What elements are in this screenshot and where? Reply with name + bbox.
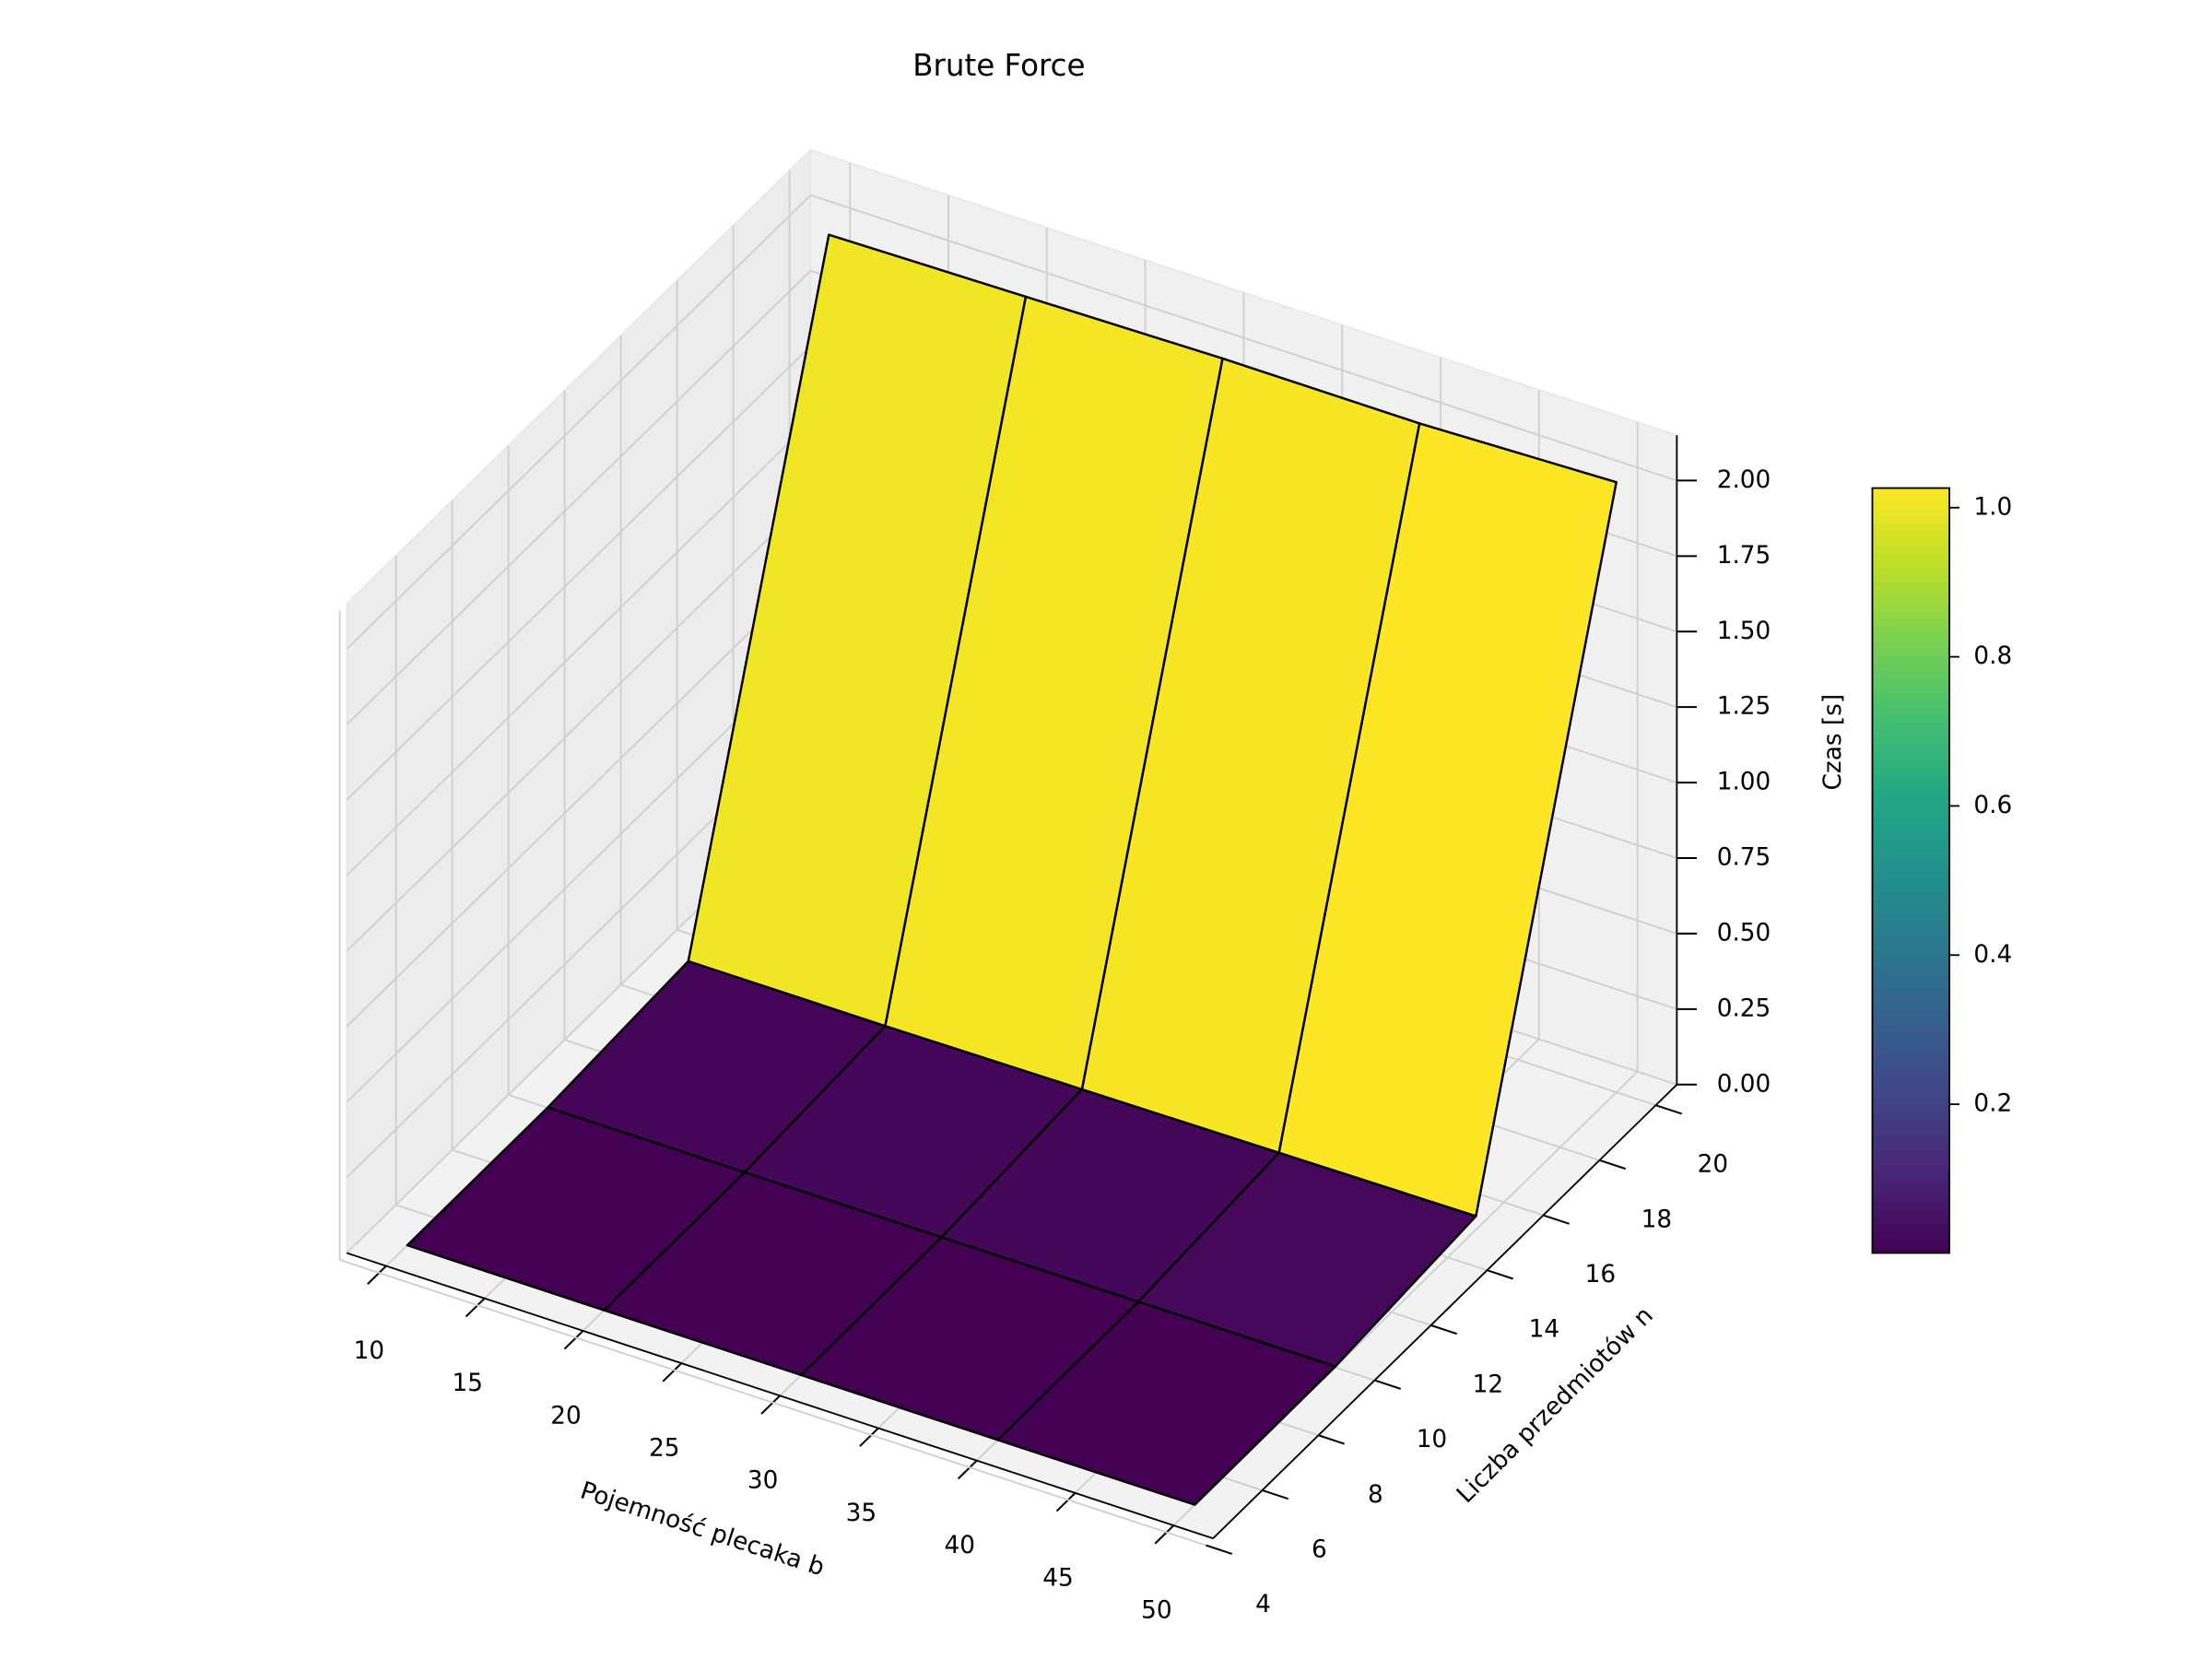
- x-tick-label: 25: [649, 1435, 679, 1463]
- colorbar: [1871, 487, 1951, 1254]
- colorbar-tick-label: 0.4: [1973, 941, 2012, 969]
- y-tick-label: 20: [1698, 1151, 1728, 1179]
- x-axis-label: Pojemność plecaka b: [577, 1477, 828, 1582]
- x-tick: [563, 1330, 584, 1350]
- chart-title: Brute Force: [912, 48, 1085, 83]
- x-tick: [662, 1362, 683, 1382]
- z-tick-label: 0.00: [1717, 1070, 1771, 1098]
- grid-line: [810, 194, 1677, 482]
- y-tick: [1318, 1434, 1346, 1445]
- z-tick-label: 2.00: [1717, 466, 1771, 494]
- y-tick: [1206, 1544, 1233, 1555]
- colorbar-tick-label: 0.8: [1973, 642, 2012, 670]
- y-tick-label: 6: [1312, 1535, 1327, 1563]
- z-axis-label: Czas [s]: [1819, 694, 1847, 791]
- y-tick: [1487, 1269, 1514, 1280]
- colorbar-tick-label: 0.2: [1973, 1090, 2012, 1118]
- x-axis-line: [346, 1252, 1214, 1540]
- y-tick-label: 4: [1255, 1591, 1271, 1618]
- grid-line: [346, 496, 812, 952]
- x-tick: [367, 1265, 387, 1285]
- y-tick-label: 18: [1641, 1206, 1672, 1233]
- y-tick: [1655, 1104, 1682, 1115]
- surface-face: [996, 1300, 1337, 1506]
- x-tick-label: 35: [846, 1500, 877, 1527]
- x-tick-label: 20: [550, 1402, 581, 1430]
- z-tick-label: 1.00: [1717, 769, 1771, 796]
- y-tick: [1543, 1214, 1570, 1225]
- x-tick: [957, 1459, 978, 1480]
- z-tick-label: 1.25: [1717, 693, 1771, 721]
- x-tick-label: 10: [354, 1337, 384, 1365]
- grid-line: [346, 571, 812, 1028]
- y-tick-label: 10: [1417, 1426, 1447, 1453]
- z-tick-label: 0.25: [1717, 994, 1771, 1022]
- x-tick: [1154, 1524, 1175, 1545]
- x-tick: [859, 1427, 879, 1447]
- grid-line: [339, 1259, 1206, 1547]
- y-tick: [1262, 1488, 1289, 1500]
- x-tick-label: 30: [747, 1467, 778, 1495]
- z-tick-label: 0.75: [1717, 844, 1771, 872]
- y-tick: [1430, 1324, 1458, 1335]
- grid-line: [346, 420, 812, 877]
- x-tick-label: 45: [1042, 1564, 1073, 1592]
- x-tick: [760, 1394, 781, 1415]
- colorbar-tick-label: 0.6: [1973, 792, 2012, 819]
- z-tick-label: 1.75: [1717, 542, 1771, 570]
- x-tick-label: 40: [944, 1532, 974, 1559]
- y-tick: [1374, 1379, 1402, 1390]
- y-tick-label: 14: [1529, 1316, 1559, 1344]
- x-tick-label: 15: [452, 1370, 482, 1397]
- z-tick-label: 0.50: [1717, 919, 1771, 947]
- x-tick: [465, 1298, 486, 1318]
- x-tick-label: 50: [1141, 1596, 1171, 1624]
- grid-line: [346, 345, 812, 801]
- y-tick: [1599, 1159, 1626, 1171]
- x-tick: [1055, 1492, 1077, 1512]
- grid-line: [346, 194, 812, 650]
- y-axis-line: [1212, 1084, 1678, 1539]
- y-tick-label: 12: [1473, 1371, 1503, 1398]
- z-tick-label: 1.50: [1717, 618, 1771, 645]
- y-tick-label: 8: [1368, 1481, 1383, 1509]
- colorbar-tick-label: 1.0: [1973, 493, 2012, 521]
- y-tick-label: 16: [1585, 1261, 1616, 1288]
- grid-line: [346, 269, 812, 725]
